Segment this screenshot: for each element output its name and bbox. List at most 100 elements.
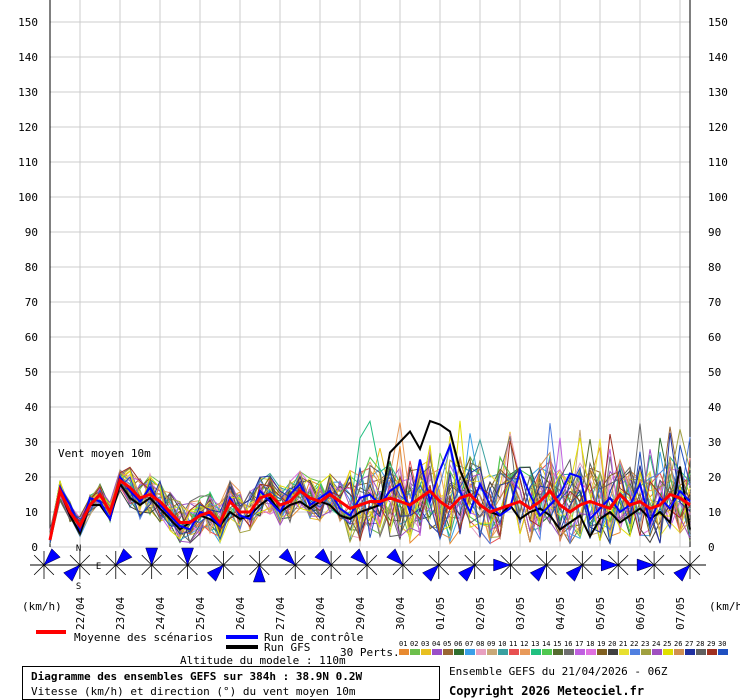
pert-number-27: 27: [685, 640, 693, 648]
wind-direction-wedge: [314, 548, 332, 566]
pert-number-25: 25: [663, 640, 671, 648]
wind-rose-spoke: [402, 554, 414, 566]
pert-swatch-14: [542, 649, 552, 655]
pert-number-11: 11: [509, 640, 517, 648]
y-tick-label-right: 120: [708, 121, 728, 134]
wind-direction-wedge: [278, 548, 296, 566]
legend-control-label: Run de contrôle: [264, 631, 364, 644]
y-tick-label-left: 80: [25, 261, 38, 274]
wind-rose-spoke: [294, 564, 306, 576]
y-unit-left: (km/h): [22, 600, 62, 613]
pert-number-29: 29: [707, 640, 715, 648]
y-tick-label-left: 0: [31, 541, 38, 554]
pert-number-01: 01: [399, 640, 407, 648]
wind-rose-spoke: [105, 564, 117, 576]
chart-title: Diagramme des ensembles GEFS sur 384h : …: [31, 670, 363, 683]
legend-perts-label: 30 Perts.: [340, 646, 400, 659]
wind-direction-wedge: [529, 564, 547, 582]
pert-number-02: 02: [410, 640, 418, 648]
pert-number-14: 14: [542, 640, 550, 648]
y-tick-label-right: 30: [708, 436, 721, 449]
wind-rose-spoke: [213, 554, 224, 566]
wind-rose-spoke: [249, 564, 260, 576]
x-date-label: 24/04: [154, 597, 167, 630]
y-tick-label-left: 60: [25, 331, 38, 344]
y-tick-label-left: 120: [18, 121, 38, 134]
wind-rose-spoke: [653, 554, 665, 566]
pert-number-24: 24: [652, 640, 660, 648]
wind-rose-spoke: [536, 554, 547, 566]
wind-direction-wedge: [43, 548, 61, 566]
wind-rose-spoke: [33, 554, 45, 566]
pert-swatch-17: [575, 649, 585, 655]
wind-rose-spoke: [643, 554, 655, 566]
wind-rose-spoke: [392, 564, 404, 576]
title-box: Diagramme des ensembles GEFS sur 384h : …: [22, 666, 440, 700]
x-date-label: 05/05: [594, 597, 607, 630]
y-tick-label-left: 40: [25, 401, 38, 414]
wind-rose-spoke: [617, 564, 629, 576]
perturbation-line-28: [49, 458, 691, 543]
compass-e: E: [96, 562, 101, 572]
pert-number-22: 22: [630, 640, 638, 648]
wind-rose-spoke: [653, 564, 665, 576]
wind-rose-spoke: [546, 564, 557, 576]
wind-rose-spoke: [285, 564, 296, 576]
y-tick-label-left: 90: [25, 226, 38, 239]
wind-rose-spoke: [402, 564, 414, 576]
pert-number-21: 21: [619, 640, 627, 648]
chart-subtitle: Vitesse (km/h) et direction (°) du vent …: [31, 685, 356, 698]
wind-rose-spoke: [474, 564, 485, 576]
pert-swatch-15: [553, 649, 563, 655]
pert-number-16: 16: [564, 640, 572, 648]
wind-rose-spoke: [294, 554, 306, 566]
y-tick-label-right: 20: [708, 471, 721, 484]
wind-rose-spoke: [438, 554, 449, 566]
run-info: Ensemble GEFS du 21/04/2026 - 06Z: [449, 665, 668, 678]
wind-rose-spoke: [79, 564, 91, 576]
y-tick-label-right: 100: [708, 191, 728, 204]
wind-rose-spoke: [259, 564, 270, 576]
legend-mean-label: Moyenne des scénarios: [74, 631, 214, 644]
wind-rose-spoke: [643, 564, 655, 576]
wind-rose-spoke: [330, 564, 342, 576]
x-date-label: 29/04: [354, 597, 367, 630]
pert-number-15: 15: [553, 640, 561, 648]
x-date-label: 22/04: [74, 597, 87, 630]
wind-rose-spoke: [356, 564, 368, 576]
wind-rose-spoke: [500, 554, 511, 566]
wind-rose-spoke: [330, 554, 342, 566]
wind-rose-spoke: [249, 554, 260, 566]
wind-rose-spoke: [151, 564, 162, 576]
pert-number-12: 12: [520, 640, 528, 648]
series-line-mean: [48, 478, 691, 541]
pert-number-19: 19: [597, 640, 605, 648]
wind-direction-wedge: [386, 548, 404, 566]
pert-swatch-27: [685, 649, 695, 655]
pert-swatch-25: [663, 649, 673, 655]
y-tick-label-left: 140: [18, 51, 38, 64]
x-date-label: 23/04: [114, 597, 127, 630]
wind-direction-wedge: [115, 548, 133, 566]
wind-rose-spoke: [79, 554, 91, 566]
wind-rose-spoke: [366, 564, 378, 576]
wind-rose-spoke: [608, 564, 619, 576]
pert-number-26: 26: [674, 640, 682, 648]
pert-number-13: 13: [531, 640, 539, 648]
y-tick-label-right: 140: [708, 51, 728, 64]
pert-number-10: 10: [498, 640, 506, 648]
x-date-label: 30/04: [394, 597, 407, 630]
wind-rose-spoke: [582, 554, 593, 566]
wind-rose-spoke: [223, 554, 234, 566]
pert-number-03: 03: [421, 640, 429, 648]
y-tick-label-right: 110: [708, 156, 728, 169]
wind-direction-wedge: [206, 564, 224, 582]
x-date-label: 26/04: [234, 597, 247, 630]
wind-direction-wedge: [422, 564, 440, 582]
wind-rose-spoke: [428, 554, 440, 566]
wind-direction-wedge: [457, 564, 476, 582]
pert-swatch-22: [630, 649, 640, 655]
pert-swatch-06: [454, 649, 464, 655]
wind-rose-spoke: [43, 564, 55, 576]
